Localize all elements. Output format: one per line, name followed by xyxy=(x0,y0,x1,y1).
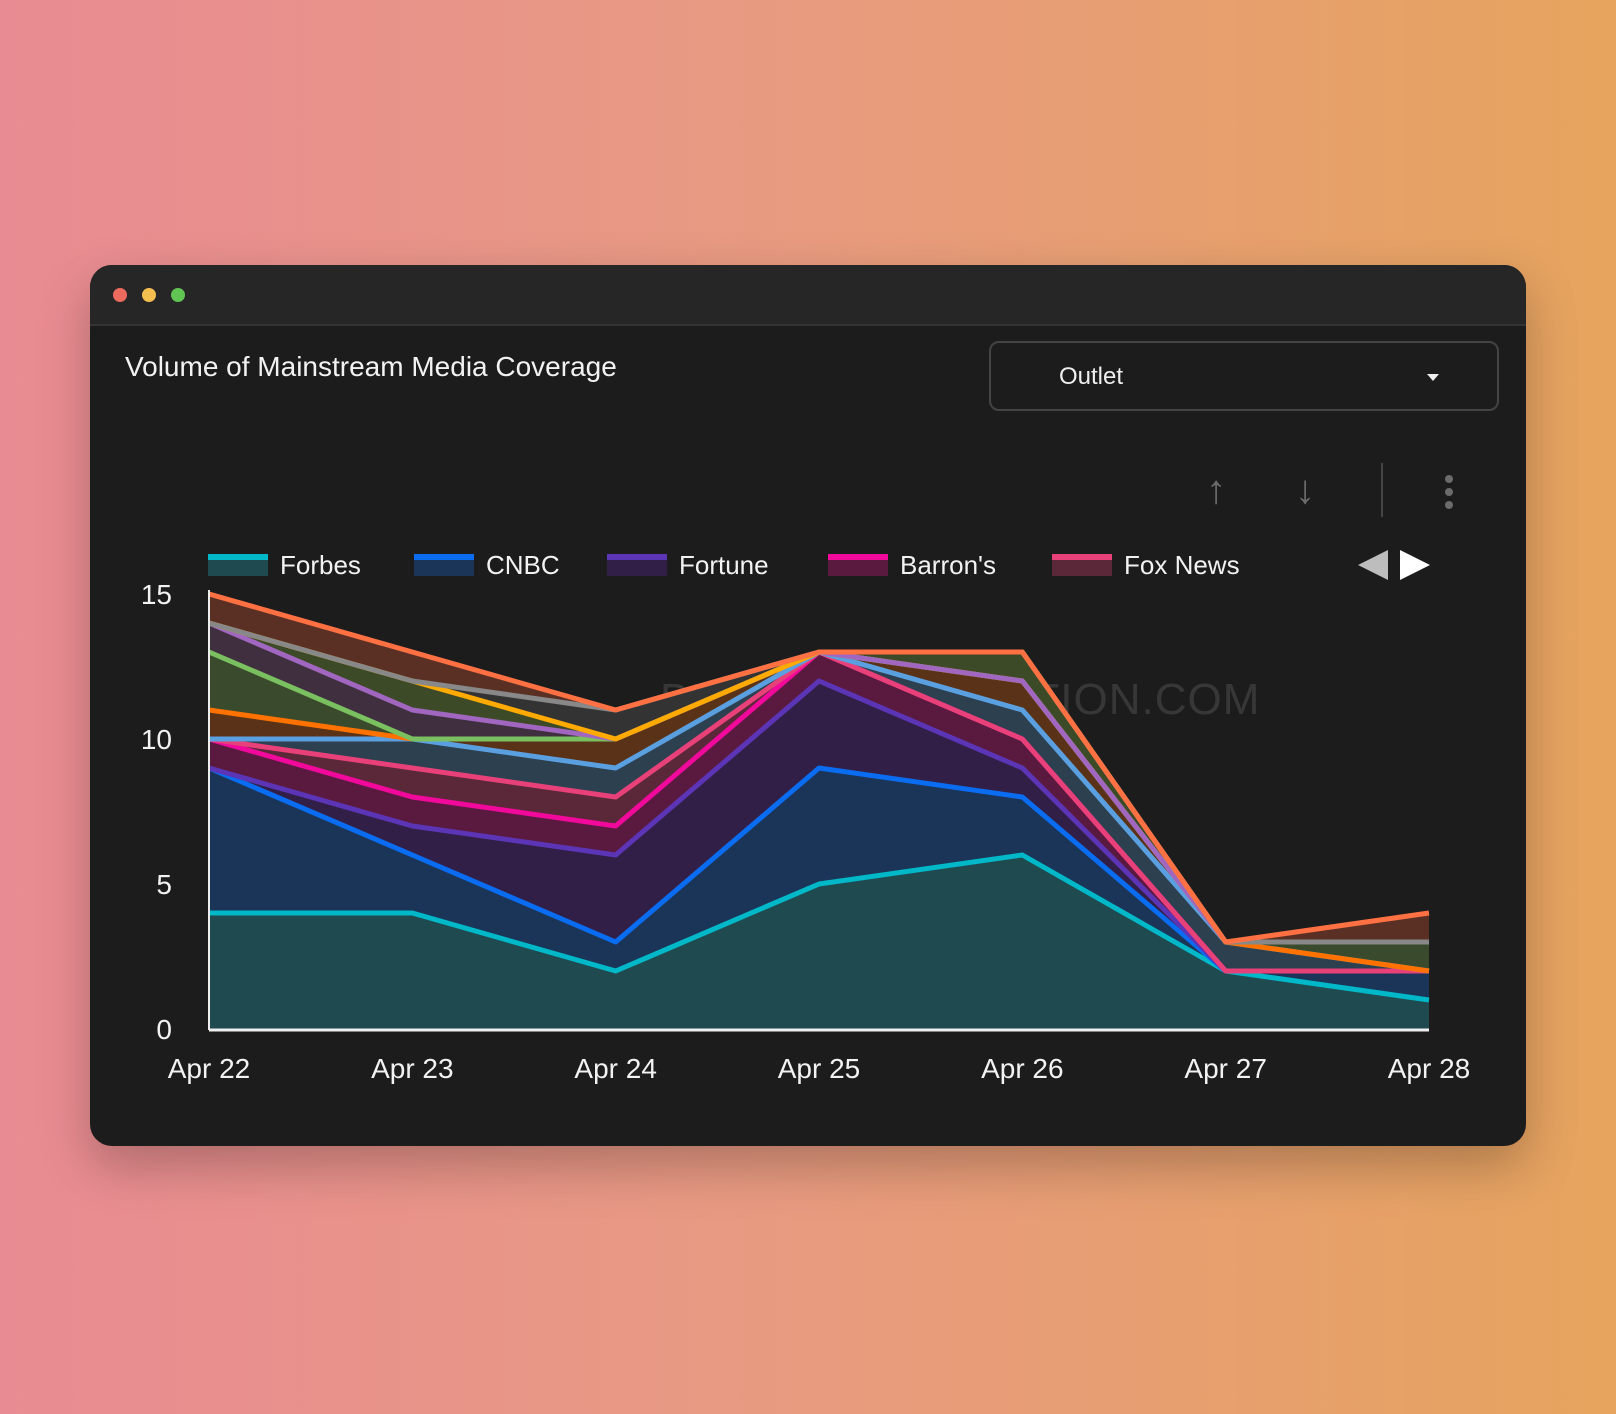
legend-swatch xyxy=(607,554,667,576)
legend-label: CNBC xyxy=(486,549,560,580)
legend-swatch xyxy=(828,554,888,576)
legend-label: Fortune xyxy=(679,549,769,580)
legend-item[interactable]: Forbes xyxy=(208,550,361,580)
chart-title: Volume of Mainstream Media Coverage xyxy=(125,351,617,382)
area-fortune xyxy=(209,681,1429,971)
x-tick-label: Apr 22 xyxy=(168,1053,251,1084)
area-forbes xyxy=(209,855,1429,1029)
area-series-11 xyxy=(209,623,1429,942)
x-tick-label: Apr 27 xyxy=(1184,1053,1267,1084)
close-window-button[interactable] xyxy=(113,288,127,302)
legend-label: Fox News xyxy=(1124,549,1240,580)
legend-swatch xyxy=(414,554,474,576)
legend-label: Barron's xyxy=(900,549,997,580)
title-bar xyxy=(90,265,1526,326)
x-tick-label: Apr 24 xyxy=(574,1053,657,1084)
legend-item[interactable]: CNBC xyxy=(414,550,560,580)
legend-item[interactable]: Fortune xyxy=(607,550,769,580)
maximize-window-button[interactable] xyxy=(171,288,185,302)
legend-next-icon[interactable] xyxy=(1400,550,1430,580)
legend-item[interactable]: Fox News xyxy=(1052,550,1240,580)
toolbar-divider xyxy=(1381,463,1383,517)
arrow-up-icon[interactable]: ↑ xyxy=(1206,468,1226,512)
outlet-dropdown[interactable]: Outlet xyxy=(989,341,1499,411)
area-barron-s xyxy=(209,652,1429,971)
x-tick-label: Apr 26 xyxy=(981,1053,1064,1084)
y-tick-label: 15 xyxy=(141,579,172,610)
dropdown-label: Outlet xyxy=(1059,363,1124,390)
y-tick-label: 5 xyxy=(156,869,172,900)
y-tick-label: 0 xyxy=(156,1014,172,1045)
legend-item[interactable]: Barron's xyxy=(828,550,996,580)
legend-label: Forbes xyxy=(280,549,361,580)
arrow-down-icon[interactable]: ↓ xyxy=(1295,468,1315,512)
x-tick-label: Apr 25 xyxy=(778,1053,861,1084)
minimize-window-button[interactable] xyxy=(142,288,156,302)
line-series-12 xyxy=(208,591,1430,945)
x-tick-label: Apr 23 xyxy=(371,1053,454,1084)
y-tick-label: 10 xyxy=(141,724,172,755)
legend-swatch xyxy=(1052,554,1112,576)
legend-swatch xyxy=(208,554,268,576)
x-tick-label: Apr 28 xyxy=(1388,1053,1471,1084)
more-vert-icon[interactable] xyxy=(1445,475,1453,514)
legend-prev-icon[interactable] xyxy=(1358,550,1388,580)
caret-down-icon xyxy=(1427,374,1439,381)
